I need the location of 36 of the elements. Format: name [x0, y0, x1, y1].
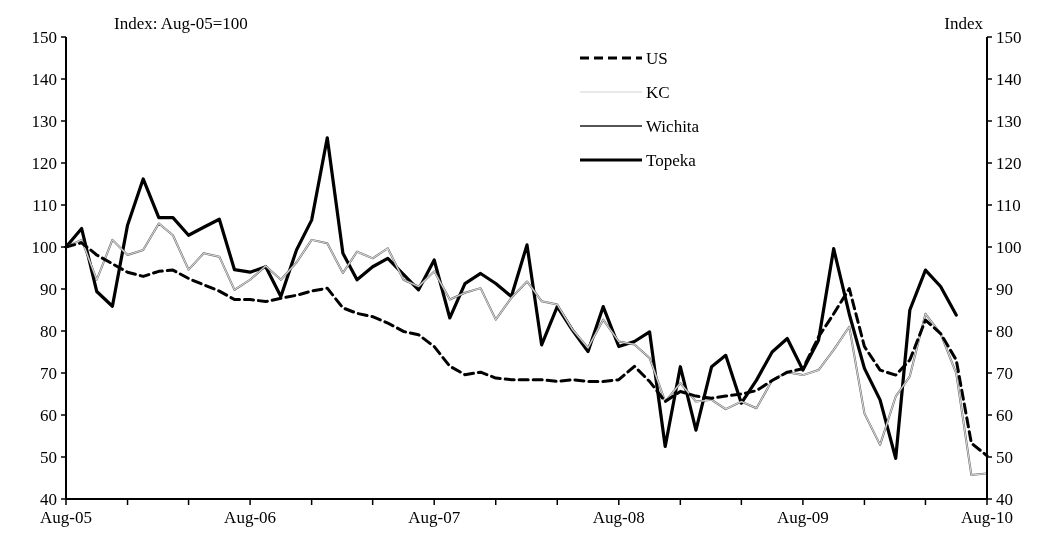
y2-tick-label: 100	[996, 237, 1022, 257]
y-axis-title: Index: Aug-05=100	[114, 14, 248, 33]
x-tick-label: Aug-10	[961, 508, 1013, 527]
y-tick-label: 90	[40, 279, 57, 299]
y-tick-label: 120	[31, 153, 57, 173]
y2-tick-label: 80	[996, 321, 1013, 341]
x-tick-label: Aug-05	[40, 508, 92, 527]
x-tick-label: Aug-07	[408, 508, 461, 527]
y2-tick-label: 140	[996, 69, 1022, 89]
legend-label: KC	[646, 82, 670, 102]
legend-label: Topeka	[646, 150, 697, 170]
y2-tick-label: 90	[996, 279, 1013, 299]
y2-tick-label: 150	[996, 27, 1022, 47]
legend-label: Wichita	[646, 116, 700, 136]
legend-label: US	[646, 48, 668, 68]
y2-tick-label: 70	[996, 363, 1013, 383]
y-tick-label: 100	[31, 237, 57, 257]
x-tick-label: Aug-09	[776, 508, 829, 527]
y2-axis-title: Index	[944, 14, 984, 33]
y2-tick-label: 60	[996, 405, 1013, 425]
y-tick-label: 150	[31, 27, 57, 47]
x-tick-label: Aug-08	[592, 508, 645, 527]
y-tick-label: 110	[32, 195, 57, 215]
y2-tick-label: 120	[996, 153, 1022, 173]
y-tick-label: 130	[31, 111, 57, 131]
y-tick-label: 80	[40, 321, 57, 341]
y-tick-label: 50	[40, 447, 57, 467]
y2-tick-label: 110	[996, 195, 1021, 215]
y2-tick-label: 50	[996, 447, 1013, 467]
y-tick-label: 40	[40, 489, 57, 509]
y-tick-label: 60	[40, 405, 57, 425]
y2-tick-label: 40	[996, 489, 1013, 509]
y-tick-label: 140	[31, 69, 57, 89]
y2-tick-label: 130	[996, 111, 1022, 131]
x-tick-label: Aug-06	[224, 508, 277, 527]
y-tick-label: 70	[40, 363, 57, 383]
